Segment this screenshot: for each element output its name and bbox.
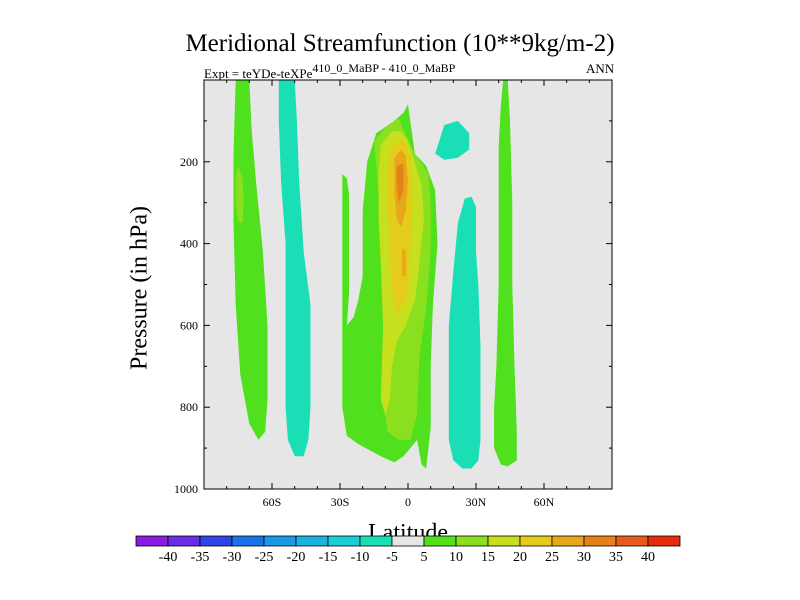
tropical-35-lower-core <box>402 247 406 277</box>
contour-regions <box>233 80 517 469</box>
colorbar: -40 -35 -30 -25 -20 -15 -10 -5 5 10 15 20 25 30 35 40 <box>135 535 681 565</box>
x-tick-label: 30N <box>466 495 487 509</box>
colorbar-box <box>263 535 297 547</box>
colorbar-label: 15 <box>481 550 495 565</box>
colorbar-label: -40 <box>159 550 178 565</box>
colorbar-box <box>551 535 585 547</box>
southern-midlat-negative-cell <box>278 80 311 457</box>
colorbar-label: -20 <box>287 550 306 565</box>
colorbar-box <box>391 535 425 547</box>
tropical-35-core <box>396 163 404 203</box>
experiment-label-prefix: Expt = teYDe-teXPe <box>204 66 313 81</box>
colorbar-box <box>423 535 457 547</box>
colorbar-label: -5 <box>386 550 398 565</box>
colorbar-box <box>199 535 233 547</box>
colorbar-label: 40 <box>641 550 655 565</box>
y-tick-label: 200 <box>180 155 198 169</box>
southern-high-lat-positive-cell <box>233 80 268 440</box>
northern-subtropical-negative-cell <box>448 196 481 469</box>
colorbar-box <box>167 535 201 547</box>
colorbar-label: -15 <box>319 550 338 565</box>
colorbar-label: 25 <box>545 550 559 565</box>
colorbar-box <box>231 535 265 547</box>
colorbar-box <box>327 535 361 547</box>
y-tick-label: 600 <box>180 318 198 332</box>
y-tick-label: 1000 <box>174 482 198 496</box>
x-tick-label: 60S <box>263 495 282 509</box>
colorbar-box <box>295 535 329 547</box>
colorbar-label: 20 <box>513 550 527 565</box>
northern-midlat-positive-cell <box>494 80 517 467</box>
southern-positive-core <box>235 165 244 224</box>
x-tick-label: 0 <box>405 495 411 509</box>
y-tick-label: 400 <box>180 237 198 251</box>
chart-title: Meridional Streamfunction (10**9kg/m-2) <box>185 30 615 57</box>
colorbar-box <box>583 535 617 547</box>
colorbar-label: 30 <box>577 550 591 565</box>
x-tick-label: 30S <box>331 495 350 509</box>
colorbar-label: 35 <box>609 550 623 565</box>
colorbar-label: -30 <box>223 550 242 565</box>
experiment-label: Expt = teYDe-teXPe410_0_MaBP - 410_0_MaB… <box>204 61 455 82</box>
x-tick-label: 60N <box>534 495 555 509</box>
colorbar-label: -35 <box>191 550 210 565</box>
y-tick-label: 800 <box>180 400 198 414</box>
colorbar-box <box>359 535 393 547</box>
colorbar-label: 5 <box>421 550 428 565</box>
northern-upper-negative-blob <box>435 120 470 160</box>
experiment-label-superscript: 410_0_MaBP - 410_0_MaBP <box>312 61 456 75</box>
colorbar-box <box>647 535 681 547</box>
colorbar-label: -10 <box>351 550 370 565</box>
axis-ticks: 60S 30S 0 30N 60N 200 400 600 800 1000 <box>174 80 612 509</box>
colorbar-box <box>487 535 521 547</box>
colorbar-box <box>519 535 553 547</box>
colorbar-box <box>455 535 489 547</box>
season-label: ANN <box>586 61 615 76</box>
colorbar-box <box>135 535 169 547</box>
colorbar-label: 10 <box>449 550 463 565</box>
colorbar-label: -25 <box>255 550 274 565</box>
colorbar-box <box>615 535 649 547</box>
